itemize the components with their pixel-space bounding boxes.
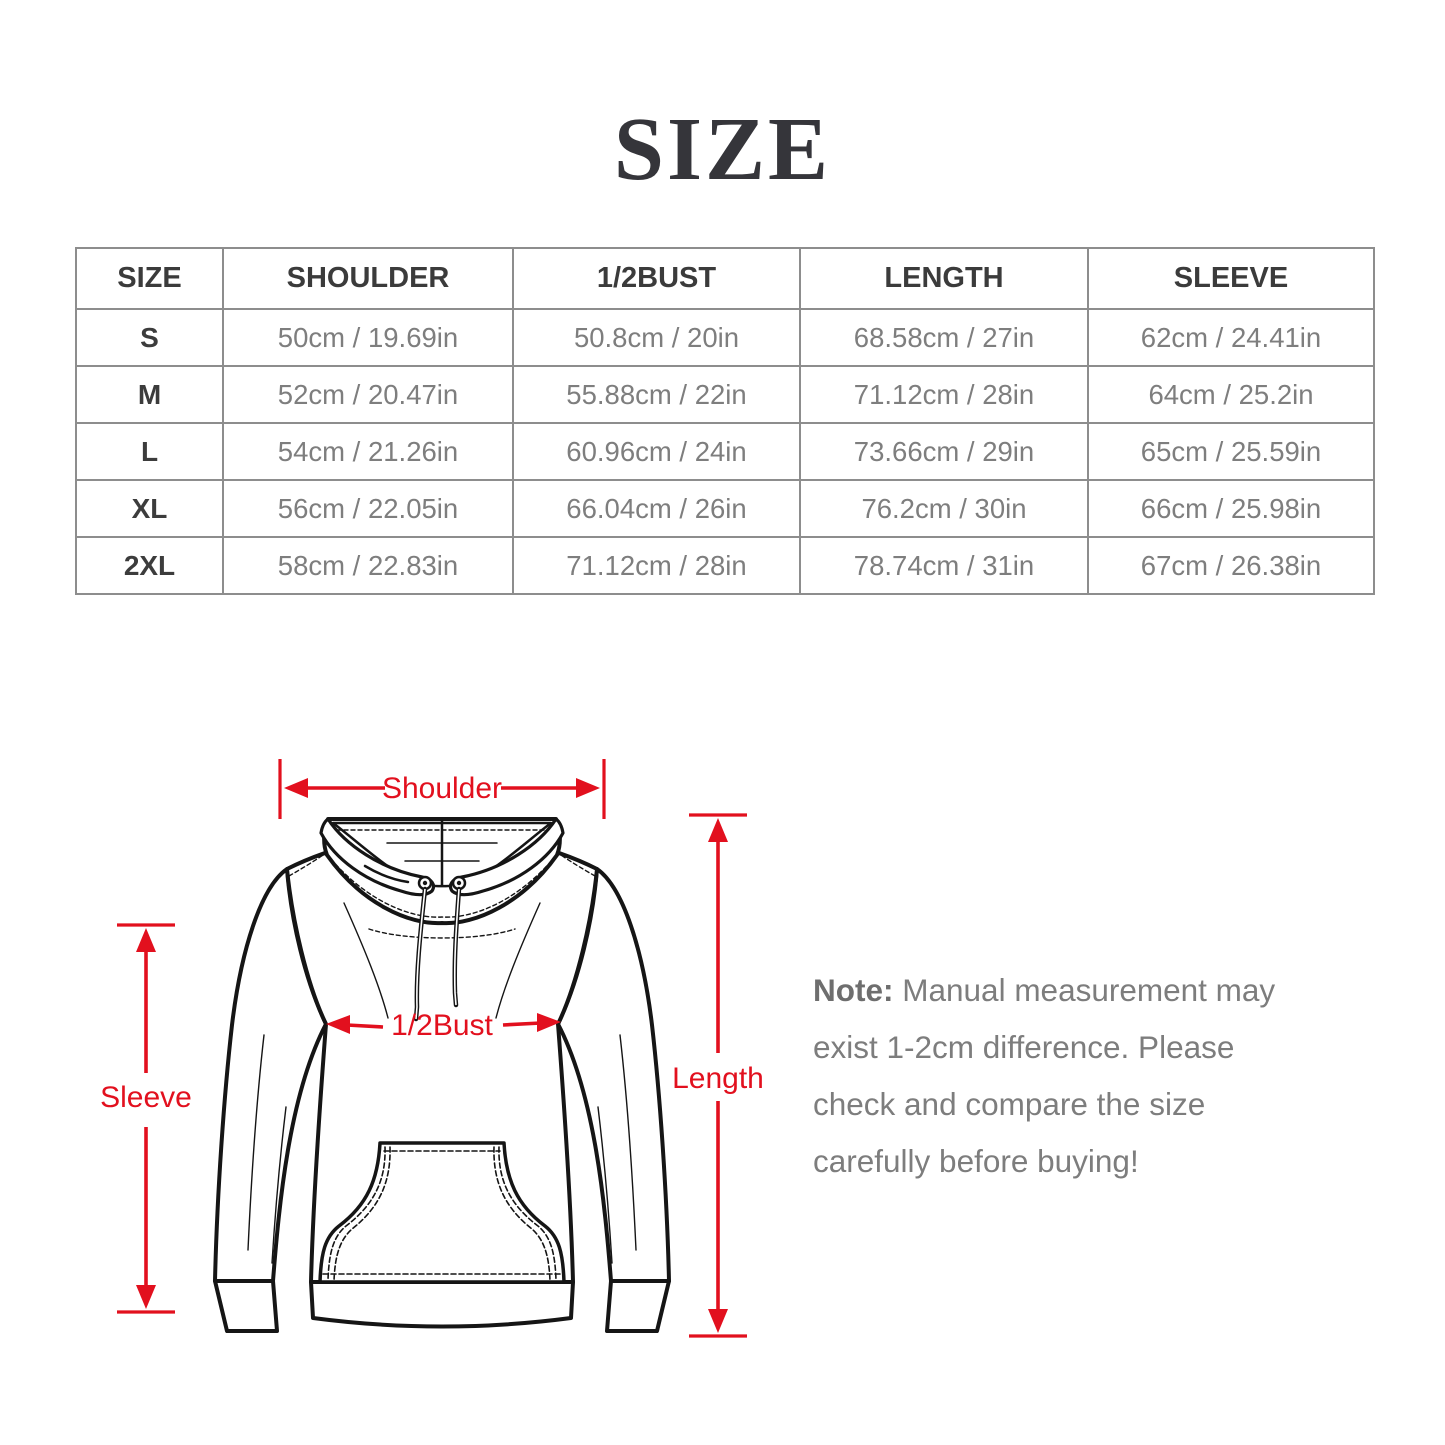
cell-sleeve: 64cm / 25.2in (1087, 365, 1375, 424)
right-cuff (605, 1279, 671, 1333)
cell-shoulder: 54cm / 21.26in (222, 422, 514, 481)
note-text: Note: Manual measurement may exist 1-2cm… (813, 962, 1393, 1190)
sleeve-arrow: Sleeve (100, 923, 192, 1314)
length-arrow: Length (672, 813, 764, 1338)
cell-length: 76.2cm / 30in (799, 479, 1089, 538)
cell-size: 2XL (75, 536, 224, 595)
body-crease (343, 902, 389, 1019)
note-line: Note: Manual measurement may (813, 972, 1276, 1008)
cell-bust: 50.8cm / 20in (512, 308, 801, 367)
cell-shoulder: 50cm / 19.69in (222, 308, 514, 367)
measurement-marks: Shoulder 1/2Bust (100, 759, 764, 1338)
measurement-diagram: Shoulder 1/2Bust (65, 735, 765, 1395)
cell-sleeve: 65cm / 25.59in (1087, 422, 1375, 481)
cell-length: 78.74cm / 31in (799, 536, 1089, 595)
sleeve-crease (247, 1034, 265, 1251)
col-header-sleeve: SLEEVE (1087, 247, 1375, 310)
cell-sleeve: 67cm / 26.38in (1087, 536, 1375, 595)
cell-length: 71.12cm / 28in (799, 365, 1089, 424)
cell-size: XL (75, 479, 224, 538)
sleeve-crease (619, 1034, 637, 1251)
length-measure-label: Length (672, 1062, 764, 1095)
shoulder-arrow: Shoulder (278, 759, 606, 819)
note-line: exist 1-2cm difference. Please (813, 1029, 1235, 1065)
bust-arrow: 1/2Bust (326, 1009, 561, 1042)
drawstrings (413, 886, 462, 1022)
table-row: XL 56cm / 22.05in 66.04cm / 26in 76.2cm … (75, 479, 1375, 538)
note-label: Note: (813, 972, 894, 1008)
cell-sleeve: 62cm / 24.41in (1087, 308, 1375, 367)
collar-stitch (330, 858, 554, 918)
cell-length: 73.66cm / 29in (799, 422, 1089, 481)
hood-fold-right (448, 817, 565, 897)
neck-stitch (368, 928, 516, 939)
sleeve-crease (597, 1106, 613, 1264)
table-row: L 54cm / 21.26in 60.96cm / 24in 73.66cm … (75, 422, 1375, 481)
note-line: carefully before buying! (813, 1143, 1139, 1179)
cell-sleeve: 66cm / 25.98in (1087, 479, 1375, 538)
hood-fold-left (319, 817, 436, 897)
bust-measure-label: 1/2Bust (391, 1009, 493, 1042)
hoodie-diagram: Shoulder 1/2Bust (100, 759, 764, 1338)
hood (319, 817, 565, 1022)
cell-length: 68.58cm / 27in (799, 308, 1089, 367)
hem-band (309, 1280, 575, 1329)
collar-accent (363, 864, 410, 884)
pocket-stitching (322, 1146, 562, 1282)
cell-bust: 71.12cm / 28in (512, 536, 801, 595)
table-row: M 52cm / 20.47in 55.88cm / 22in 71.12cm … (75, 365, 1375, 424)
sleeve-crease (271, 1106, 287, 1264)
col-header-bust: 1/2BUST (512, 247, 801, 310)
col-header-length: LENGTH (799, 247, 1089, 310)
col-header-shoulder: SHOULDER (222, 247, 514, 310)
page-title: SIZE (613, 100, 832, 199)
eyelet (456, 880, 462, 886)
cell-shoulder: 56cm / 22.05in (222, 479, 514, 538)
cell-shoulder: 52cm / 20.47in (222, 365, 514, 424)
table-header-row: SIZE SHOULDER 1/2BUST LENGTH SLEEVE (75, 247, 1375, 310)
cell-bust: 66.04cm / 26in (512, 479, 801, 538)
hood-lining-seams (336, 819, 548, 887)
sleeve-measure-label: Sleeve (100, 1081, 192, 1114)
hoodie-drawing (213, 817, 671, 1333)
table-row: S 50cm / 19.69in 50.8cm / 20in 68.58cm /… (75, 308, 1375, 367)
shoulder-measure-label: Shoulder (382, 772, 502, 805)
cell-size: M (75, 365, 224, 424)
body-crease (495, 902, 541, 1019)
cell-bust: 55.88cm / 22in (512, 365, 801, 424)
eyelet (422, 880, 428, 886)
cell-size: L (75, 422, 224, 481)
col-header-size: SIZE (75, 247, 224, 310)
note-line: check and compare the size (813, 1086, 1206, 1122)
cell-size: S (75, 308, 224, 367)
left-cuff (213, 1279, 279, 1333)
cell-shoulder: 58cm / 22.83in (222, 536, 514, 595)
cell-bust: 60.96cm / 24in (512, 422, 801, 481)
size-table: SIZE SHOULDER 1/2BUST LENGTH SLEEVE S 50… (75, 247, 1375, 595)
kangaroo-pocket (318, 1141, 566, 1284)
table-row: 2XL 58cm / 22.83in 71.12cm / 28in 78.74c… (75, 536, 1375, 595)
